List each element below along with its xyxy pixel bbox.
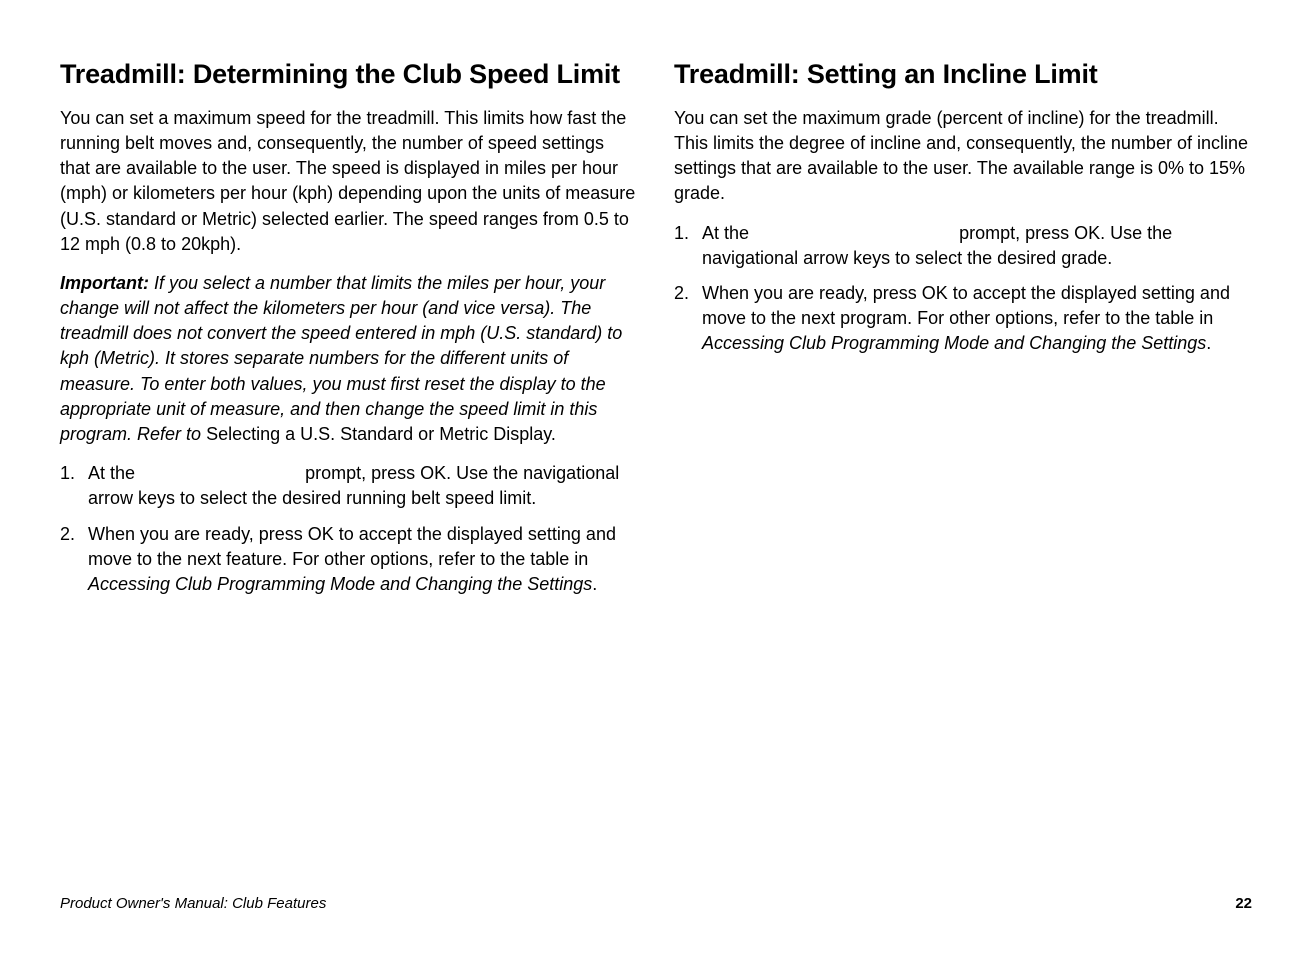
right-steps: At the prompt, press OK. Use the navigat… [674, 221, 1252, 357]
important-italic-text: If you select a number that limits the m… [60, 273, 622, 444]
left-intro: You can set a maximum speed for the trea… [60, 106, 638, 257]
step1-part-a: At the [88, 463, 140, 483]
right-column: Treadmill: Setting an Incline Limit You … [674, 58, 1252, 607]
footer-title: Product Owner's Manual: Club Features [60, 895, 326, 912]
left-steps: At the prompt, press OK. Use the navigat… [60, 461, 638, 597]
left-heading: Treadmill: Determining the Club Speed Li… [60, 58, 638, 92]
important-label: Important: [60, 273, 149, 293]
left-step-2: When you are ready, press OK to accept t… [60, 522, 638, 598]
page-number: 22 [1235, 895, 1252, 912]
right-heading: Treadmill: Setting an Incline Limit [674, 58, 1252, 92]
r-step2-italic: Accessing Club Programming Mode and Chan… [702, 333, 1206, 353]
r-step1-gap [754, 223, 954, 243]
step2-italic: Accessing Club Programming Mode and Chan… [88, 574, 592, 594]
right-step-1: At the prompt, press OK. Use the navigat… [674, 221, 1252, 271]
left-important: Important: If you select a number that l… [60, 271, 638, 447]
r-step2-part-b: . [1206, 333, 1211, 353]
right-step-2: When you are ready, press OK to accept t… [674, 281, 1252, 357]
left-step-1: At the prompt, press OK. Use the navigat… [60, 461, 638, 511]
step1-gap [140, 463, 300, 483]
important-tail: Selecting a U.S. Standard or Metric Disp… [206, 424, 556, 444]
step2-part-a: When you are ready, press OK to accept t… [88, 524, 616, 569]
r-step1-part-a: At the [702, 223, 754, 243]
page-footer: Product Owner's Manual: Club Features 22 [60, 895, 1252, 912]
step2-part-b: . [592, 574, 597, 594]
page-columns: Treadmill: Determining the Club Speed Li… [60, 58, 1252, 607]
right-intro: You can set the maximum grade (percent o… [674, 106, 1252, 207]
r-step2-part-a: When you are ready, press OK to accept t… [702, 283, 1230, 328]
left-column: Treadmill: Determining the Club Speed Li… [60, 58, 638, 607]
